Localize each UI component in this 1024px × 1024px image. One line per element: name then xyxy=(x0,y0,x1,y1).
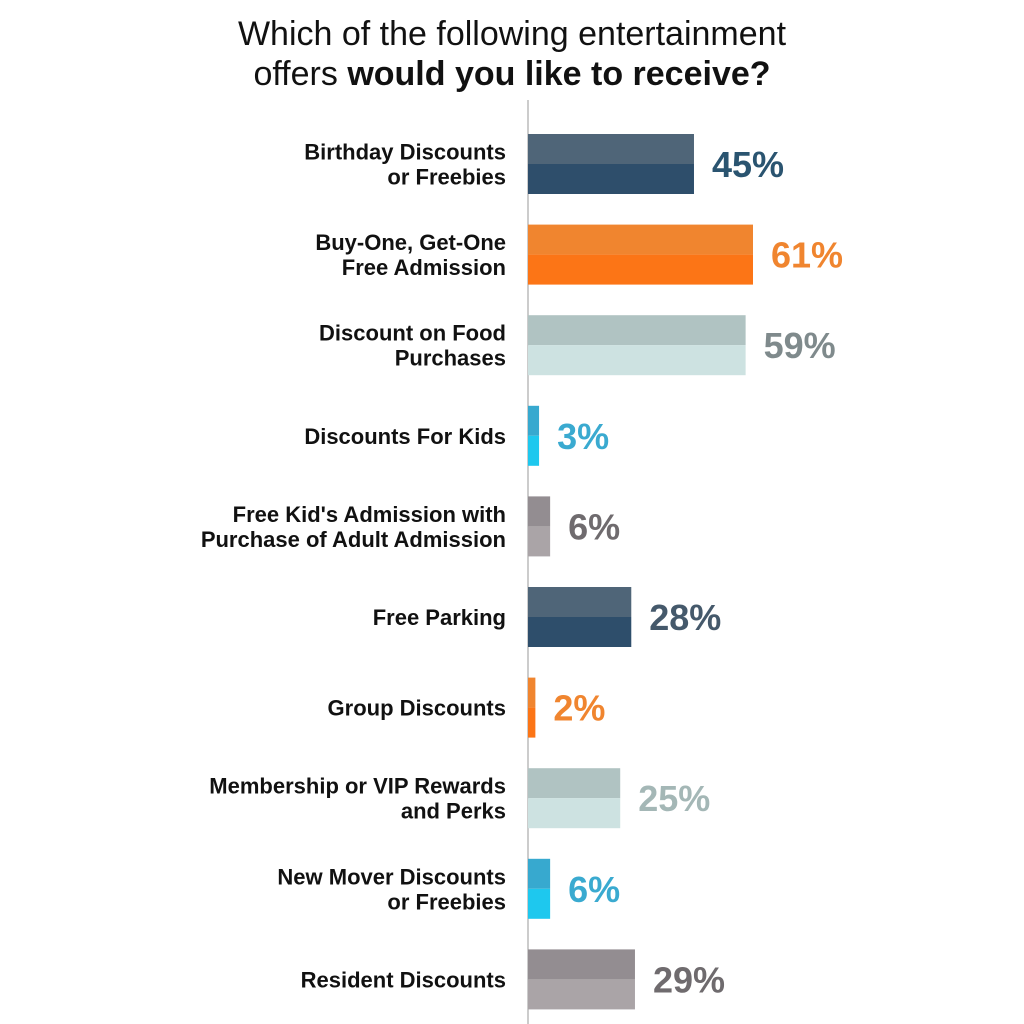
title-line-2-bold: would you like to receive? xyxy=(347,55,771,93)
category-label-5-line-1: Free Kid's Admission with xyxy=(233,502,506,527)
bar-10 xyxy=(528,949,635,1010)
bar-6-top xyxy=(528,587,632,617)
category-label-10-line-1: Resident Discounts xyxy=(301,967,506,992)
category-label-2-line-2: Free Admission xyxy=(342,255,506,280)
bar-3-bottom xyxy=(528,345,746,376)
category-label-1-line-1: Birthday Discounts xyxy=(304,140,506,165)
bar-10-bottom xyxy=(528,979,635,1010)
category-label-9-line-2: or Freebies xyxy=(387,889,506,914)
bar-7-bottom xyxy=(528,707,536,738)
bar-8 xyxy=(528,768,621,829)
bar-9 xyxy=(528,858,551,919)
category-label-5-line-2: Purchase of Adult Admission xyxy=(201,527,506,552)
bar-1 xyxy=(528,134,694,194)
bar-4-bottom xyxy=(528,435,540,466)
category-label-8: Membership or VIP Rewards and Perks xyxy=(209,774,506,824)
category-label-9: New Mover Discounts or Freebies xyxy=(277,864,506,914)
bar-4 xyxy=(528,405,540,466)
category-label-2-line-1: Buy-One, Get-One xyxy=(315,230,506,255)
bar-7-top xyxy=(528,677,536,708)
bar-5-bottom xyxy=(528,526,551,557)
value-label-8: 25% xyxy=(638,778,710,819)
bar-10-top xyxy=(528,949,635,980)
title-line-2-plain: offers xyxy=(253,55,348,93)
title-line-1: Which of the following entertainment xyxy=(237,15,787,53)
value-label-9: 6% xyxy=(568,869,620,910)
category-label-4: Discounts For Kids xyxy=(304,424,506,449)
value-label-1: 45% xyxy=(712,144,784,185)
bar-2-bottom xyxy=(528,254,753,285)
bar-3-top xyxy=(528,315,746,346)
category-label-2: Buy-One, Get-One Free Admission xyxy=(315,230,506,280)
category-label-3: Discount on Food Purchases xyxy=(319,321,506,371)
bar-9-top xyxy=(528,858,551,889)
bar-5-top xyxy=(528,496,551,527)
bar-8-bottom xyxy=(528,798,621,829)
bar-5 xyxy=(528,496,551,557)
value-label-3: 59% xyxy=(764,325,836,366)
category-label-9-line-1: New Mover Discounts xyxy=(277,864,506,889)
bar-1-bottom xyxy=(528,164,694,194)
bar-8-top xyxy=(528,768,621,799)
category-label-10: Resident Discounts xyxy=(301,967,506,992)
bar-4-top xyxy=(528,405,540,436)
category-label-4-line-1: Discounts For Kids xyxy=(304,424,506,449)
category-label-1: Birthday Discounts or Freebies xyxy=(304,140,506,190)
category-label-8-line-2: and Perks xyxy=(401,799,506,824)
chart-title: Which of the following entertainment off… xyxy=(0,14,1024,94)
value-label-2: 61% xyxy=(771,235,843,276)
category-label-8-line-1: Membership or VIP Rewards xyxy=(209,774,506,799)
value-label-7: 2% xyxy=(553,688,605,729)
bar-3 xyxy=(528,315,746,376)
bar-7 xyxy=(528,677,536,738)
value-label-4: 3% xyxy=(557,416,609,457)
value-label-10: 29% xyxy=(653,959,725,1000)
bar-9-bottom xyxy=(528,888,551,919)
title-line-2: offers would you like to receive? xyxy=(0,54,1024,94)
category-label-7-line-1: Group Discounts xyxy=(328,696,506,721)
bar-6 xyxy=(528,587,632,647)
bar-6-bottom xyxy=(528,617,632,647)
category-label-1-line-2: or Freebies xyxy=(387,165,506,190)
bar-2 xyxy=(528,224,753,285)
category-label-5: Free Kid's Admission with Purchase of Adu… xyxy=(201,502,506,552)
bar-2-top xyxy=(528,224,753,255)
value-label-6: 28% xyxy=(649,597,721,638)
category-label-3-line-2: Purchases xyxy=(395,346,506,371)
category-label-3-line-1: Discount on Food xyxy=(319,321,506,346)
category-label-6-line-1: Free Parking xyxy=(373,605,506,630)
value-label-5: 6% xyxy=(568,506,620,547)
category-label-7: Group Discounts xyxy=(328,696,506,721)
bar-1-top xyxy=(528,134,694,164)
category-label-6: Free Parking xyxy=(373,605,506,630)
